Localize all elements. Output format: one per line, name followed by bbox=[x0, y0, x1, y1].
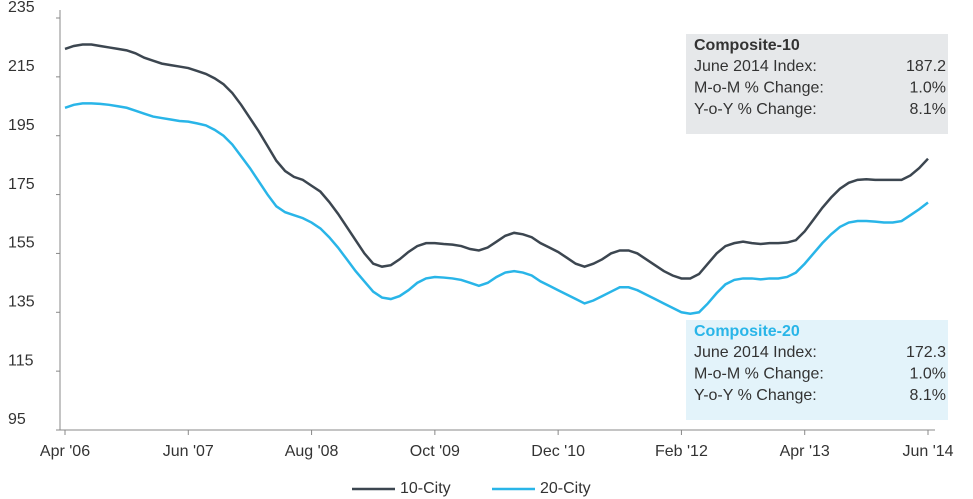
annotation-box bbox=[686, 320, 948, 420]
line-series bbox=[64, 102, 929, 316]
annotation-label: June 2014 Index: bbox=[694, 58, 817, 75]
x-tick-label: Feb '12 bbox=[655, 443, 708, 460]
y-tick-label: 175 bbox=[8, 176, 35, 193]
y-tick-label: 215 bbox=[8, 58, 35, 75]
annotation-value: 172.3 bbox=[906, 344, 946, 361]
annotation-label: M-o-M % Change: bbox=[694, 80, 824, 97]
annotation-title: Composite-20 bbox=[694, 323, 800, 340]
y-tick-label: 195 bbox=[8, 117, 35, 134]
y-tick-label: 95 bbox=[8, 411, 26, 428]
annotation-value: 8.1% bbox=[910, 101, 946, 118]
annotation-box bbox=[686, 34, 948, 134]
annotation-title: Composite-10 bbox=[694, 37, 800, 54]
annotation-value: 1.0% bbox=[910, 80, 946, 97]
y-tick-label: 155 bbox=[8, 235, 35, 252]
y-tick-label: 115 bbox=[8, 352, 34, 369]
x-tick-label: Oct '09 bbox=[410, 443, 460, 460]
x-tick-label: Dec '10 bbox=[531, 443, 585, 460]
x-tick-label: Apr '06 bbox=[40, 443, 90, 460]
annotation-label: Y-o-Y % Change: bbox=[694, 387, 817, 404]
x-tick-label: Jun '14 bbox=[902, 443, 953, 460]
x-tick-label: Aug '08 bbox=[285, 443, 339, 460]
line-series bbox=[64, 43, 929, 280]
annotation-value: 1.0% bbox=[910, 366, 946, 383]
legend-label: 10-City bbox=[400, 480, 451, 497]
annotation-label: M-o-M % Change: bbox=[694, 366, 824, 383]
annotation-label: Y-o-Y % Change: bbox=[694, 101, 817, 118]
legend-label: 20-City bbox=[540, 480, 591, 497]
y-tick-label: 235 bbox=[8, 0, 35, 16]
x-tick-label: Jun '07 bbox=[163, 443, 214, 460]
y-tick-label: 135 bbox=[8, 294, 35, 311]
annotation-value: 8.1% bbox=[910, 387, 946, 404]
annotation-label: June 2014 Index: bbox=[694, 344, 817, 361]
annotation-value: 187.2 bbox=[906, 58, 946, 75]
x-tick-label: Apr '13 bbox=[780, 443, 830, 460]
